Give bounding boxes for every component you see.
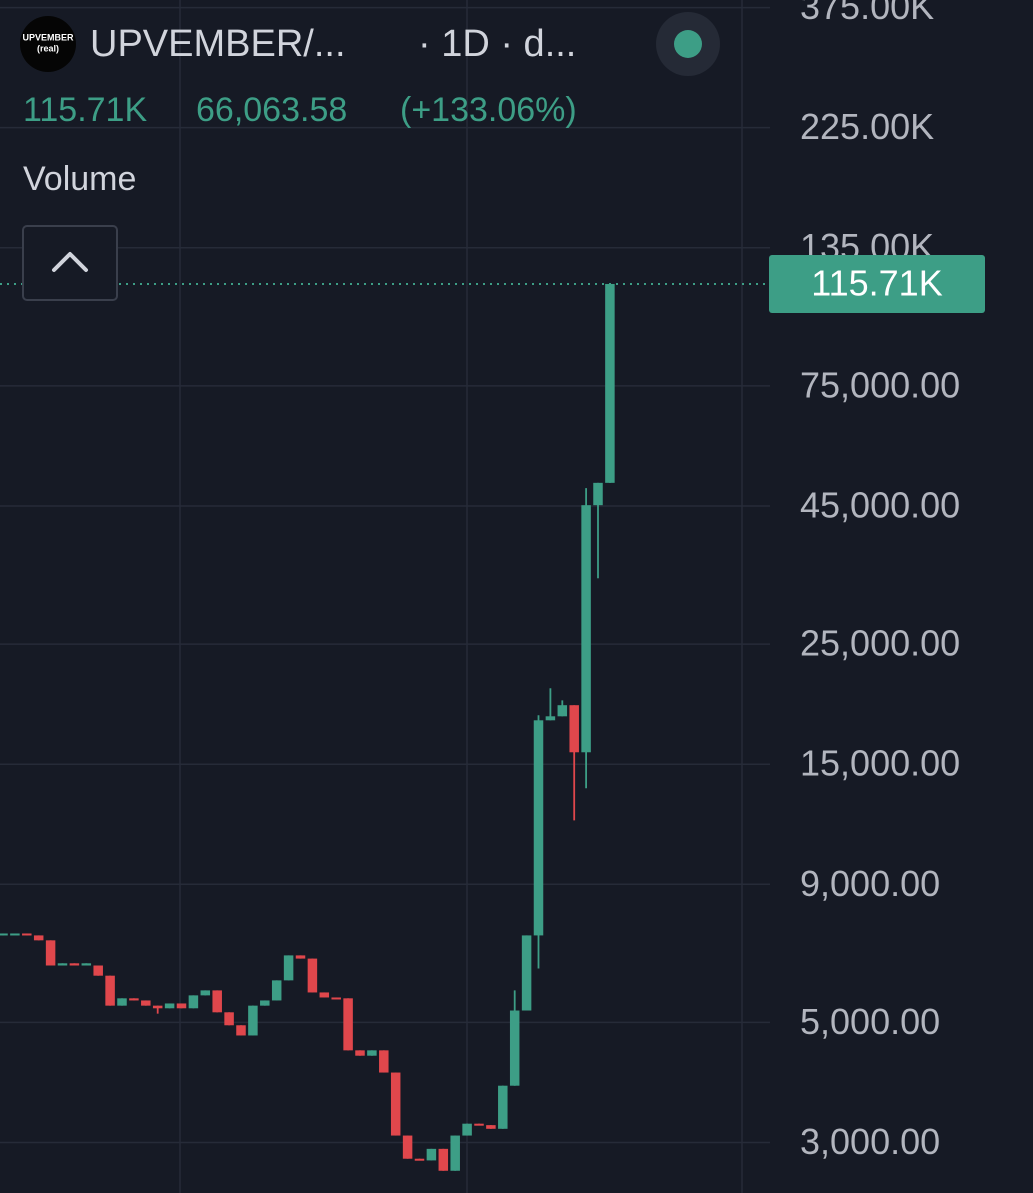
chevron-icon bbox=[52, 252, 88, 272]
change-pct: (+133.06%) bbox=[400, 91, 577, 129]
candle-body bbox=[581, 505, 591, 753]
candle-body bbox=[45, 940, 56, 966]
status-dot bbox=[674, 30, 702, 58]
candle-body bbox=[509, 1010, 520, 1086]
candle-body bbox=[93, 965, 103, 976]
candle-body bbox=[474, 1123, 484, 1126]
candle-body bbox=[319, 992, 330, 998]
candle-body bbox=[498, 1085, 508, 1129]
y-tick-label: 25,000.00 bbox=[800, 623, 960, 664]
candle-body bbox=[533, 720, 544, 936]
candle-body bbox=[605, 283, 615, 483]
candle-body bbox=[212, 990, 222, 1013]
symbol: UPVEMBER/... bbox=[90, 23, 346, 65]
candle-body bbox=[343, 998, 353, 1051]
y-tick-label: 3,000.00 bbox=[800, 1121, 940, 1162]
candle-body bbox=[557, 705, 568, 717]
y-tick-label: 225.00K bbox=[800, 106, 934, 147]
candle-body bbox=[271, 980, 282, 1001]
candle-body bbox=[236, 1025, 246, 1036]
candle-body bbox=[426, 1148, 437, 1161]
y-tick-label: 5,000.00 bbox=[800, 1001, 940, 1042]
candle-body bbox=[0, 933, 8, 936]
candle-body bbox=[260, 1000, 270, 1006]
candle-body bbox=[188, 995, 199, 1009]
interval: · 1D · d... bbox=[418, 23, 576, 65]
logo-text: (real) bbox=[37, 43, 59, 53]
last-price: 115.71K bbox=[23, 91, 147, 129]
y-tick-label: 9,000.00 bbox=[800, 863, 940, 904]
candle-body bbox=[57, 963, 68, 966]
candle-body bbox=[414, 1158, 425, 1161]
candle-body bbox=[295, 955, 306, 959]
candle-body bbox=[450, 1135, 460, 1171]
candle-body bbox=[390, 1072, 401, 1136]
collapse-button[interactable] bbox=[22, 225, 118, 301]
y-tick-label: 15,000.00 bbox=[800, 743, 960, 784]
candle-body bbox=[69, 963, 80, 966]
candle-body bbox=[569, 705, 579, 753]
logo-text: UPVEMBER bbox=[22, 32, 74, 42]
y-tick-label: 375.00K bbox=[800, 0, 934, 27]
candle-body bbox=[10, 933, 20, 936]
logo bbox=[20, 16, 76, 72]
indicator-label: Volume bbox=[23, 160, 136, 198]
candle-body bbox=[331, 997, 341, 1000]
candle-body bbox=[462, 1123, 472, 1136]
candle-body bbox=[248, 1005, 258, 1036]
plot-area: 3,000.00 5,000.00 9,000.00 15,000.00 25,000.… bbox=[0, 0, 985, 1193]
candle-body bbox=[545, 716, 556, 721]
candle-body bbox=[81, 963, 92, 966]
candle-body bbox=[22, 933, 32, 936]
candle-body bbox=[438, 1148, 449, 1171]
candle-body bbox=[355, 1050, 365, 1056]
header: UPVEMBER (real) UPVEMBER/... · 1D · d...… bbox=[20, 12, 720, 301]
candle-body bbox=[307, 958, 318, 993]
price-tag-label: 115.71K bbox=[811, 262, 942, 303]
candle-body bbox=[402, 1135, 413, 1159]
change: 66,063.58 bbox=[196, 91, 347, 129]
candle-body bbox=[105, 975, 115, 1006]
candle-body bbox=[486, 1125, 496, 1129]
candle-body bbox=[33, 935, 44, 941]
candle-body bbox=[129, 998, 139, 1001]
candle-body bbox=[379, 1050, 389, 1073]
candle-body bbox=[224, 1012, 234, 1026]
y-tick-label: 45,000.00 bbox=[800, 484, 960, 525]
candle-body bbox=[117, 998, 127, 1006]
candle-body bbox=[367, 1050, 377, 1056]
candle-body bbox=[176, 1003, 187, 1009]
candle-body bbox=[152, 1005, 163, 1009]
y-tick-label: 75,000.00 bbox=[800, 364, 960, 405]
candle-body bbox=[521, 935, 532, 1011]
candle-body bbox=[593, 482, 603, 506]
candle-body bbox=[141, 1000, 151, 1006]
candle-body bbox=[200, 990, 211, 996]
price-tag bbox=[769, 254, 985, 313]
candle-body bbox=[283, 955, 294, 981]
candle-body bbox=[164, 1003, 175, 1009]
